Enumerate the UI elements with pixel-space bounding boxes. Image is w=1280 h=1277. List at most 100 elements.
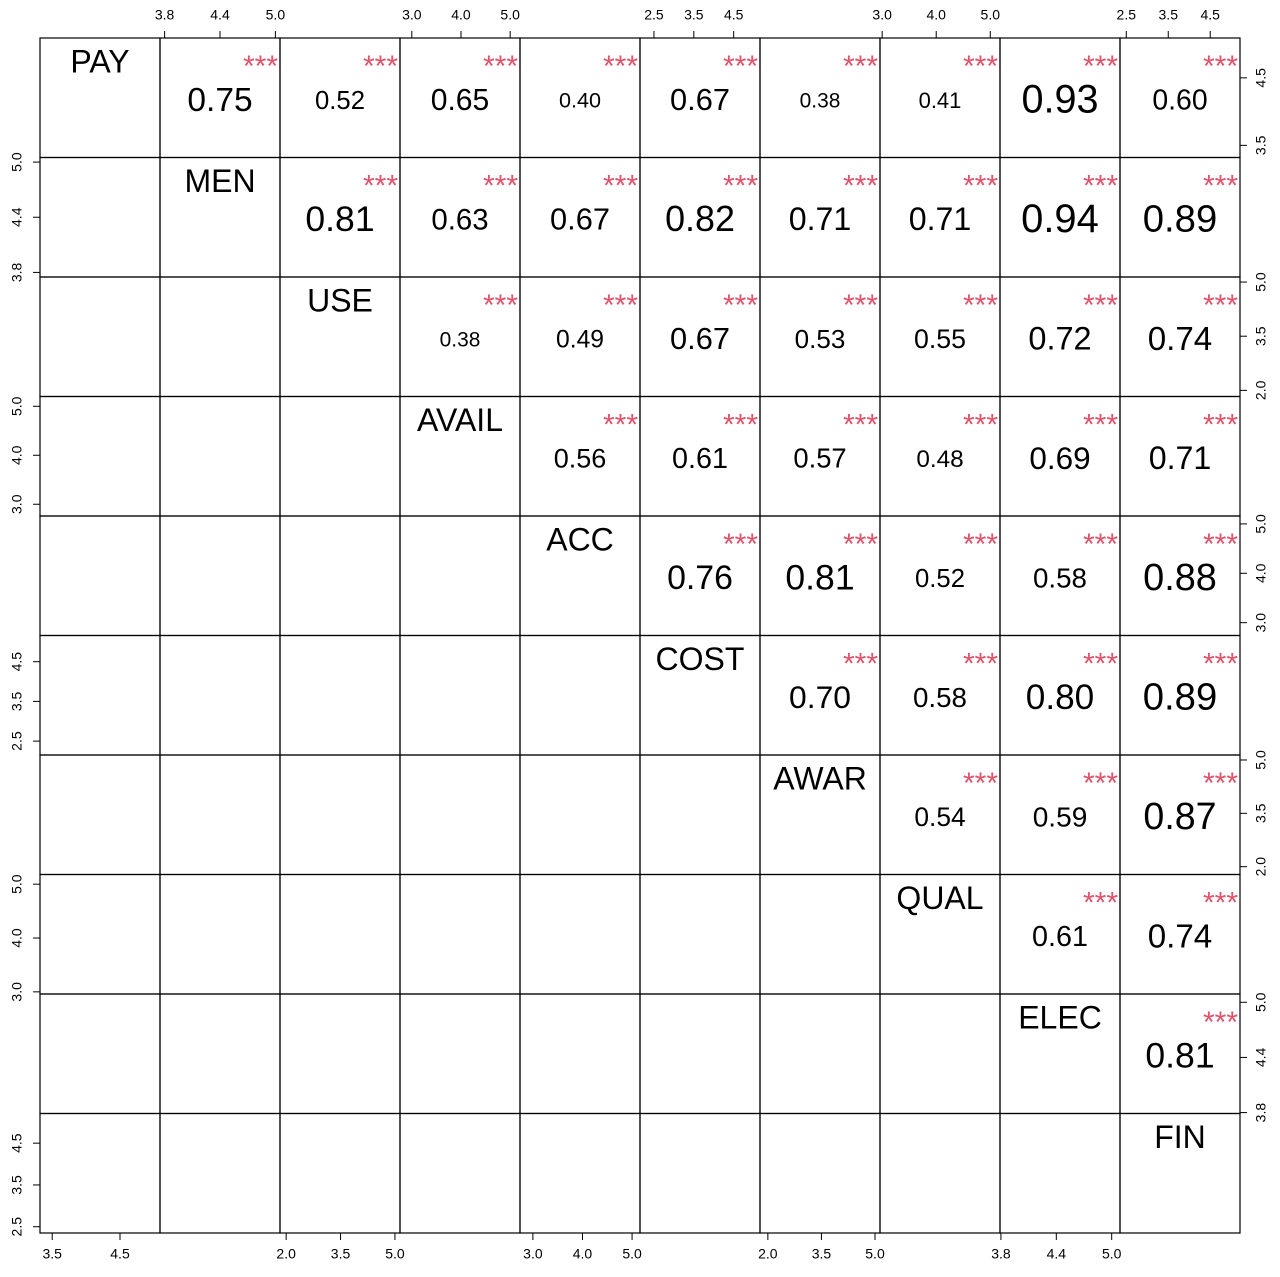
correlation-value: 0.69 <box>1029 441 1090 476</box>
panel <box>39 515 161 637</box>
panel <box>39 754 161 876</box>
correlation-value: 0.88 <box>1143 557 1217 599</box>
panel <box>39 993 161 1115</box>
significance-stars: *** <box>1203 1006 1238 1039</box>
significance-stars: *** <box>1203 408 1238 441</box>
significance-stars: *** <box>1203 886 1238 919</box>
significance-stars: *** <box>963 647 998 680</box>
panel <box>279 515 401 637</box>
x-tick-label: 4.4 <box>210 7 230 23</box>
panel <box>159 634 281 756</box>
y-tick-label: 5.0 <box>9 396 25 416</box>
correlation-value: 0.71 <box>909 201 972 237</box>
panel <box>759 873 881 995</box>
correlation-value: 0.63 <box>431 203 488 236</box>
x-tick-label: 5.0 <box>865 1246 885 1262</box>
y-tick-label: 4.0 <box>1253 563 1269 583</box>
x-tick-label: 5.0 <box>385 1246 405 1262</box>
y-tick-label: 3.0 <box>9 982 25 1002</box>
variable-label: COST <box>656 641 745 677</box>
x-tick-label: 2.5 <box>1117 7 1137 23</box>
correlation-value: 0.60 <box>1152 85 1207 117</box>
correlation-value: 0.81 <box>305 199 374 239</box>
panel <box>159 1112 281 1234</box>
significance-stars: *** <box>963 50 998 83</box>
x-tick-label: 4.0 <box>451 7 471 23</box>
variable-label: FIN <box>1154 1119 1206 1155</box>
panel <box>399 634 521 756</box>
x-tick-label: 2.5 <box>644 7 664 23</box>
x-tick-label: 3.5 <box>1159 7 1179 23</box>
panel <box>159 276 281 398</box>
y-tick-label: 4.4 <box>1253 1047 1269 1067</box>
panel <box>879 1112 1001 1234</box>
y-tick-label: 3.5 <box>1253 326 1269 346</box>
y-tick-label: 3.0 <box>1253 613 1269 633</box>
panel <box>39 276 161 398</box>
significance-stars: *** <box>843 408 878 441</box>
significance-stars: *** <box>1083 289 1118 322</box>
correlation-value: 0.41 <box>919 88 962 113</box>
correlation-value: 0.48 <box>916 446 963 473</box>
significance-stars: *** <box>243 50 278 83</box>
correlation-value: 0.67 <box>670 82 730 117</box>
x-tick-label: 3.0 <box>523 1246 543 1262</box>
variable-label: ELEC <box>1018 999 1102 1035</box>
variable-label: MEN <box>184 163 255 199</box>
significance-stars: *** <box>963 528 998 561</box>
significance-stars: *** <box>843 647 878 680</box>
panel <box>399 515 521 637</box>
correlation-value: 0.38 <box>800 90 841 113</box>
significance-stars: *** <box>963 289 998 322</box>
panel <box>759 1112 881 1234</box>
panel <box>159 754 281 876</box>
panel <box>759 993 881 1115</box>
significance-stars: *** <box>483 169 518 202</box>
variable-label: ACC <box>546 521 614 557</box>
y-tick-label: 5.0 <box>1253 272 1269 292</box>
correlation-value: 0.57 <box>793 443 846 474</box>
significance-stars: *** <box>1203 50 1238 83</box>
panel <box>519 993 641 1115</box>
correlation-value: 0.70 <box>789 679 851 715</box>
significance-stars: *** <box>1203 289 1238 322</box>
x-tick-label: 2.0 <box>758 1246 778 1262</box>
variable-label: PAY <box>70 43 129 79</box>
correlation-value: 0.94 <box>1021 197 1099 241</box>
correlation-value: 0.89 <box>1143 198 1217 241</box>
x-tick-label: 3.8 <box>991 1246 1011 1262</box>
significance-stars: *** <box>723 169 758 202</box>
y-tick-label: 4.0 <box>9 445 25 465</box>
variable-label: QUAL <box>896 880 983 916</box>
variable-label: AVAIL <box>417 402 503 438</box>
correlation-value: 0.72 <box>1028 321 1091 357</box>
panel <box>279 395 401 517</box>
correlation-value: 0.61 <box>1032 921 1088 953</box>
panel <box>279 634 401 756</box>
correlation-value: 0.71 <box>789 201 852 237</box>
correlation-value: 0.89 <box>1143 676 1217 719</box>
panel <box>279 754 401 876</box>
significance-stars: *** <box>843 169 878 202</box>
correlation-value: 0.40 <box>559 88 601 113</box>
correlation-value: 0.52 <box>915 565 965 593</box>
panel <box>399 993 521 1115</box>
panel <box>399 754 521 876</box>
significance-stars: *** <box>363 169 398 202</box>
significance-stars: *** <box>603 169 638 202</box>
correlation-value: 0.54 <box>914 802 965 832</box>
y-tick-label: 2.5 <box>9 731 25 751</box>
correlation-value: 0.59 <box>1033 801 1088 832</box>
panel <box>1119 1112 1241 1234</box>
x-tick-label: 4.4 <box>1047 1246 1067 1262</box>
correlation-value: 0.49 <box>556 327 604 354</box>
y-tick-label: 3.8 <box>1253 1103 1269 1123</box>
significance-stars: *** <box>723 289 758 322</box>
correlation-value: 0.55 <box>914 324 966 354</box>
x-tick-label: 4.0 <box>573 1246 593 1262</box>
significance-stars: *** <box>1203 767 1238 800</box>
panel <box>159 873 281 995</box>
correlation-value: 0.74 <box>1148 918 1213 955</box>
significance-stars: *** <box>1203 528 1238 561</box>
